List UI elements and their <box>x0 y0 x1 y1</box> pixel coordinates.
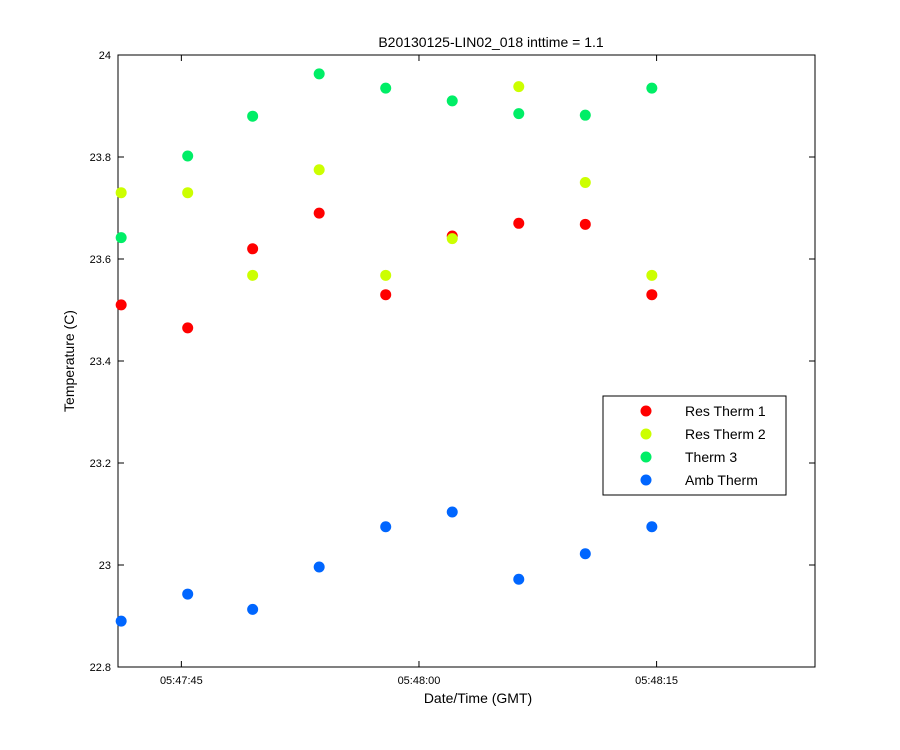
x-tick-label: 05:48:00 <box>398 675 441 687</box>
data-point-therm-3 <box>182 150 194 162</box>
data-point-therm-3 <box>115 232 127 244</box>
data-point-res-therm-2 <box>513 81 525 93</box>
data-point-amb-therm <box>579 548 591 560</box>
y-axis: 22.8 23 23.2 23.4 23.6 23.8 24 <box>90 50 815 674</box>
y-tick-label: 24 <box>99 50 111 62</box>
legend: Res Therm 1 Res Therm 2 Therm 3 Amb Ther… <box>602 395 787 496</box>
legend-marker-amb-therm <box>640 474 652 486</box>
legend-label-amb-therm: Amb Therm <box>685 472 758 488</box>
data-point-amb-therm <box>513 573 525 585</box>
legend-label-therm-3: Therm 3 <box>685 449 737 465</box>
y-tick-label: 22.8 <box>90 662 111 674</box>
y-tick-label: 23.6 <box>90 254 111 266</box>
legend-box <box>602 395 787 496</box>
plot-area <box>117 54 816 668</box>
data-point-amb-therm <box>115 615 127 627</box>
data-point-therm-3 <box>247 110 259 122</box>
data-point-amb-therm <box>313 561 325 573</box>
data-point-therm-3 <box>380 82 392 94</box>
data-point-res-therm-1 <box>513 217 525 229</box>
data-point-res-therm-2 <box>182 187 194 199</box>
data-point-res-therm-2 <box>115 187 127 199</box>
x-tick-label: 05:48:15 <box>635 675 678 687</box>
data-point-res-therm-2 <box>646 269 658 281</box>
data-points <box>115 68 658 627</box>
data-point-therm-3 <box>579 109 591 121</box>
legend-label-res-therm-2: Res Therm 2 <box>685 426 766 442</box>
data-point-res-therm-1 <box>247 243 259 255</box>
legend-marker-res-therm-2 <box>640 428 652 440</box>
data-point-res-therm-1 <box>313 207 325 219</box>
data-point-res-therm-2 <box>446 233 458 245</box>
data-point-therm-3 <box>446 95 458 107</box>
data-point-res-therm-1 <box>380 289 392 301</box>
data-point-amb-therm <box>182 588 194 600</box>
y-tick-label: 23 <box>99 560 111 572</box>
y-axis-title: Temperature (C) <box>61 310 77 412</box>
data-point-amb-therm <box>380 521 392 533</box>
x-tick-label: 05:47:45 <box>160 675 203 687</box>
data-point-therm-3 <box>646 82 658 94</box>
data-point-amb-therm <box>646 521 658 533</box>
data-point-res-therm-1 <box>579 218 591 230</box>
y-tick-label: 23.2 <box>90 458 111 470</box>
data-point-res-therm-1 <box>182 322 194 334</box>
data-point-res-therm-2 <box>313 164 325 176</box>
y-tick-label: 23.4 <box>90 356 111 368</box>
x-axis-title: Date/Time (GMT) <box>424 690 532 706</box>
chart-title: B20130125-LIN02_018 inttime = 1.1 <box>378 34 604 50</box>
legend-label-res-therm-1: Res Therm 1 <box>685 403 766 419</box>
data-point-therm-3 <box>513 108 525 120</box>
data-point-res-therm-1 <box>115 299 127 311</box>
data-point-res-therm-2 <box>579 177 591 188</box>
data-point-amb-therm <box>446 506 458 518</box>
legend-marker-therm-3 <box>640 451 652 463</box>
data-point-amb-therm <box>247 603 259 615</box>
data-point-res-therm-2 <box>380 269 392 281</box>
data-point-res-therm-1 <box>646 289 658 301</box>
y-tick-label: 23.8 <box>90 152 111 164</box>
data-point-res-therm-2 <box>247 269 259 281</box>
legend-marker-res-therm-1 <box>640 405 652 417</box>
data-point-therm-3 <box>313 68 325 80</box>
x-axis: 05:47:45 05:48:00 05:48:15 <box>160 55 678 687</box>
